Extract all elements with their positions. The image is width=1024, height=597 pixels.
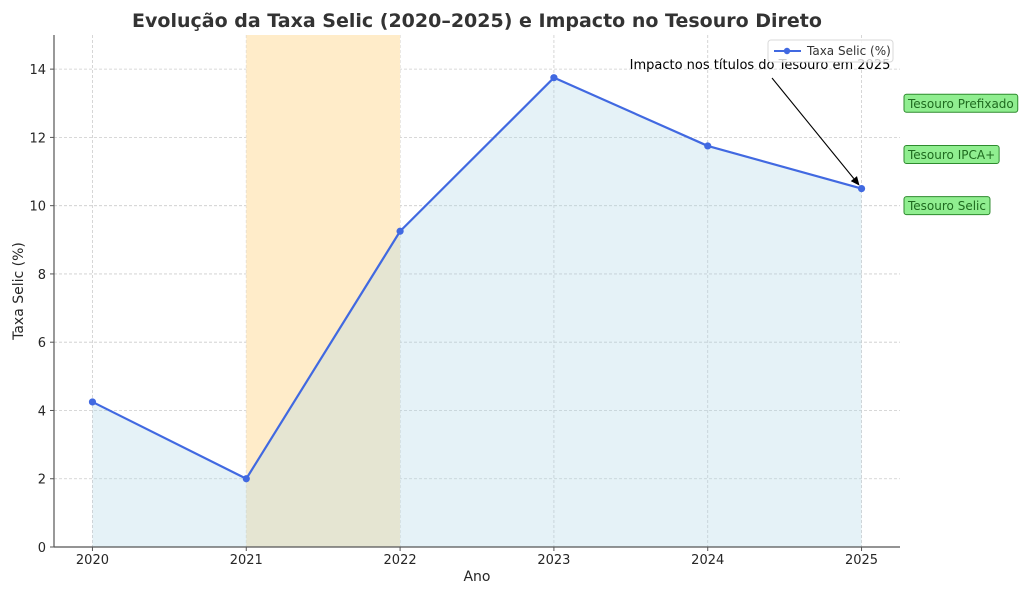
- y-tick-label: 10: [29, 200, 46, 215]
- side-tag-label: Tesouro Selic: [907, 199, 986, 213]
- x-tick-label: 2024: [691, 553, 724, 568]
- chart-title: Evolução da Taxa Selic (2020–2025) e Imp…: [132, 10, 822, 32]
- area-fill: [92, 77, 862, 548]
- y-axis-label: Taxa Selic (%): [11, 242, 27, 341]
- legend: Taxa Selic (%): [767, 39, 894, 63]
- axes: [50, 35, 900, 551]
- data-point: [704, 142, 712, 150]
- data-point: [242, 475, 250, 483]
- side-tag-label: Tesouro Prefixado: [907, 97, 1014, 111]
- data-series: [88, 74, 866, 483]
- side-tag: Tesouro Prefixado: [903, 93, 1019, 113]
- legend-label: Taxa Selic (%): [806, 44, 891, 58]
- plot-area: 0 2 4 6 8 10 12 14 2020 2021 2022 2023 2024 2025: [29, 35, 900, 568]
- legend-box: [767, 39, 894, 63]
- x-tick-label: 2021: [230, 553, 263, 568]
- y-tick-label: 6: [38, 336, 46, 351]
- area-fills: [92, 35, 862, 548]
- x-tick-label: 2023: [537, 553, 570, 568]
- y-tick-label: 14: [29, 63, 46, 78]
- legend-marker-icon: [783, 47, 791, 55]
- x-tick-label: 2025: [845, 553, 878, 568]
- y-tick-label: 4: [38, 404, 46, 419]
- arrow-icon: [771, 77, 855, 179]
- y-tick-label: 12: [29, 131, 46, 146]
- side-tag-box: [903, 144, 1000, 164]
- side-tag-box: [903, 196, 991, 216]
- x-axis-label: Ano: [463, 569, 490, 585]
- highlight-span: [246, 35, 401, 547]
- y-tick-label: 8: [38, 268, 46, 283]
- side-tag-label: Tesouro IPCA+: [907, 148, 995, 162]
- data-point: [88, 398, 97, 406]
- data-point: [396, 227, 404, 235]
- x-tick-label: 2022: [384, 553, 417, 568]
- y-tick-label: 0: [38, 541, 46, 556]
- tick-labels: 0 2 4 6 8 10 12 14 2020 2021 2022 2023 2024 2025: [29, 63, 878, 568]
- gridlines: [54, 35, 900, 548]
- side-tag: Tesouro IPCA+: [903, 144, 1000, 164]
- data-point: [857, 185, 866, 193]
- y-tick-label: 2: [38, 473, 46, 488]
- side-tag-box: [903, 93, 1019, 113]
- selic-line: [91, 76, 862, 480]
- data-point: [550, 74, 558, 82]
- arrowhead-icon: [850, 176, 860, 186]
- x-tick-label: 2020: [76, 553, 109, 568]
- side-tag: Tesouro Selic: [903, 196, 991, 216]
- side-labels: Tesouro Prefixado Tesouro IPCA+ Tesouro Se…: [903, 93, 1019, 216]
